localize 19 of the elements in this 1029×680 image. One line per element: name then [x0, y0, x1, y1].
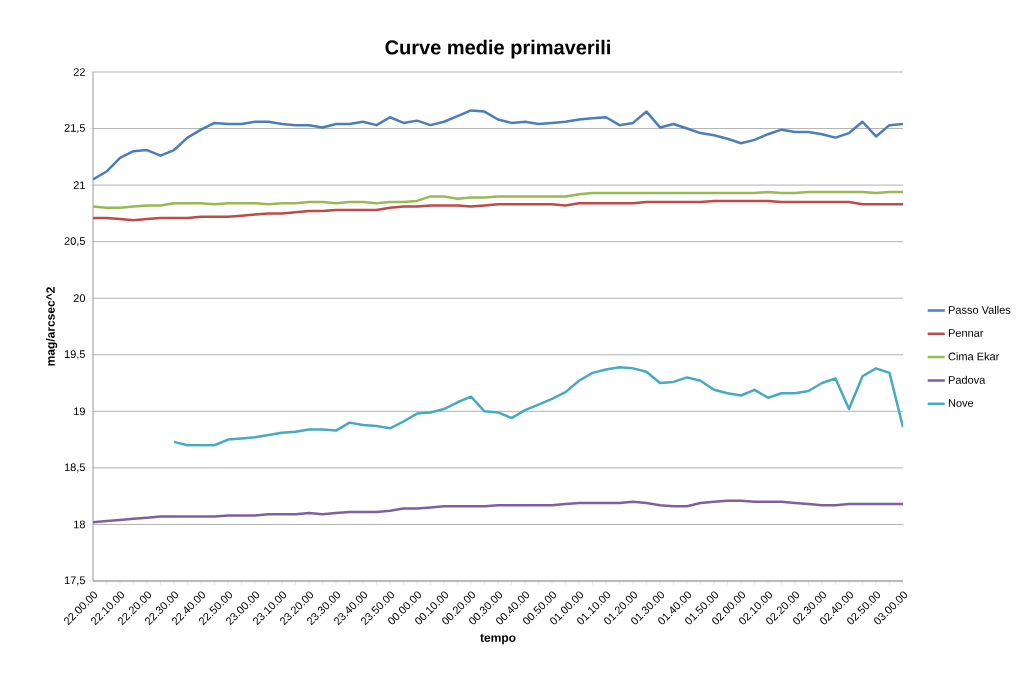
- y-tick-label: 19: [74, 407, 85, 416]
- y-tick-label: 21,5: [64, 124, 85, 134]
- x-axis-title: tempo: [480, 634, 516, 645]
- y-tick-label: 20: [73, 294, 86, 303]
- y-tick-label: 21: [73, 181, 85, 189]
- legend-label: Nove: [948, 399, 974, 407]
- line-series: [93, 109, 903, 181]
- y-tick-label: 19,5: [64, 350, 85, 360]
- legend-label: Cima Ekar: [948, 352, 1000, 361]
- y-tick-label: 18: [74, 520, 85, 529]
- y-axis-title: mag/arcsec^2: [45, 287, 58, 366]
- y-tick-label: 18,5: [64, 463, 85, 473]
- y-tick-label: 22: [73, 68, 85, 76]
- legend-label: Passo Valles: [948, 305, 1011, 314]
- legend-label: Padova: [948, 375, 986, 384]
- y-tick-label: 17,5: [64, 576, 85, 586]
- y-tick-label: 20,5: [64, 237, 85, 247]
- legend-label: Pennar: [948, 329, 984, 337]
- chart-title: Curve medie primaverili: [385, 39, 610, 59]
